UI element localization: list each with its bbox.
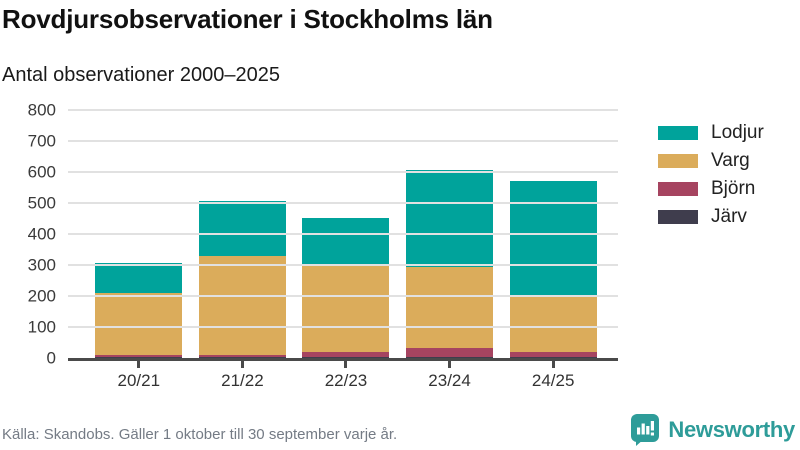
x-axis-cell: 24/25 [501,361,605,391]
bar-segment-lodjur [95,262,183,293]
legend-label: Björn [711,178,756,199]
bar-segment-varg [198,256,286,355]
bar-stack-22/23 [302,217,390,358]
legend-swatch [658,154,698,168]
gridline-800 [68,109,618,111]
legend-swatch [658,182,698,196]
bar-segment-järv [406,357,494,358]
bar-group-24/25 [501,110,605,358]
y-tick-label: 300 [27,255,56,275]
bar-segment-björn [406,347,494,358]
bar-chart-speech-bubble-icon [631,414,660,446]
bar-segment-björn [198,354,286,358]
x-tick-mark [137,361,141,368]
x-axis-cell: 20/21 [87,361,191,391]
x-tick-label: 23/24 [428,371,471,390]
legend-label: Varg [711,150,750,171]
bar-segment-björn [95,354,183,358]
newsworthy-wordmark: Newsworthy [668,416,795,442]
bar-segment-lodjur [406,169,494,267]
bar-segment-järv [302,357,390,358]
bar-segment-lodjur [302,217,390,267]
y-tick-label: 700 [27,131,56,151]
x-tick-mark [344,361,348,368]
legend-swatch [658,126,698,140]
x-axis-cell: 23/24 [398,361,502,391]
y-tick-label: 800 [27,100,56,120]
gridline-300 [68,264,618,266]
x-tick-mark [551,361,555,368]
bar-segment-varg [406,266,494,348]
bar-series-container [87,110,605,358]
x-tick-label: 21/22 [221,371,264,390]
legend-label: Lodjur [711,122,764,143]
bar-stack-24/25 [509,181,597,358]
bar-segment-björn [302,352,390,358]
x-tick-mark [448,361,452,368]
legend-item-lodjur: Lodjur [658,122,764,143]
gridline-700 [68,140,618,142]
gridline-100 [68,326,618,328]
bar-segment-järv [95,357,183,358]
source-note: Källa: Skandobs. Gäller 1 oktober till 3… [2,426,398,443]
bar-segment-järv [198,357,286,358]
bar-group-22/23 [294,110,398,358]
x-tick-mark [240,361,244,368]
gridline-200 [68,295,618,297]
y-tick-label: 100 [27,317,56,337]
page-title: Rovdjursobservationer i Stockholms län [2,4,493,34]
chart-subtitle: Antal observationer 2000–2025 [2,64,280,86]
bar-segment-lodjur [509,181,597,297]
plot-area [68,109,618,361]
y-tick-label: 400 [27,224,56,244]
bar-segment-varg [509,296,597,352]
y-tick-label: 200 [27,286,56,306]
y-tick-label: 0 [46,348,56,368]
bar-segment-varg [302,266,390,353]
y-tick-label: 600 [27,162,56,182]
bar-segment-järv [509,356,597,358]
x-axis: 20/21 21/22 22/23 23/24 24/25 [87,361,605,391]
bar-group-20/21 [87,110,191,358]
x-tick-label: 20/21 [117,371,161,390]
bar-stack-20/21 [95,262,183,358]
gridline-600 [68,171,618,173]
gridline-400 [68,233,618,235]
bar-segment-lodjur [198,201,286,257]
x-tick-label: 24/25 [531,371,575,390]
legend-item-björn: Björn [658,178,764,199]
newsworthy-logo: Newsworthy [629,413,795,446]
x-tick-label: 22/23 [324,371,368,390]
legend-item-varg: Varg [658,150,764,171]
bar-group-23/24 [398,110,502,358]
y-tick-label: 500 [27,193,56,213]
y-axis: 0 100 200 300 400 500 600 700 800 [0,102,56,367]
x-axis-cell: 21/22 [191,361,295,391]
bar-group-21/22 [191,110,295,358]
legend: Lodjur Varg Björn Järv [658,122,764,238]
bar-stack-23/24 [406,169,494,358]
gridline-500 [68,202,618,204]
legend-item-järv: Järv [658,206,764,227]
x-axis-cell: 22/23 [294,361,398,391]
bar-segment-varg [95,292,183,355]
legend-swatch [658,210,698,224]
bar-segment-björn [509,351,597,357]
bar-stack-21/22 [198,201,286,358]
legend-label: Järv [711,206,747,227]
